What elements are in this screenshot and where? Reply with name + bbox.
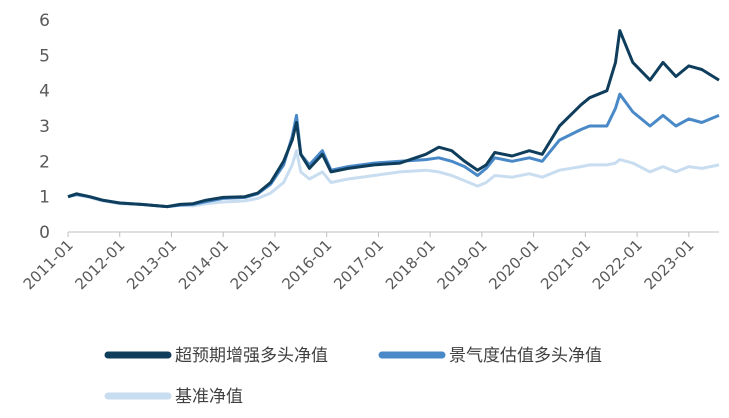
series-line-0 xyxy=(67,29,720,209)
x-tick-label: 2022-01 xyxy=(589,236,646,293)
x-tick-label: 2020-01 xyxy=(485,236,542,293)
x-tick-label: 2019-01 xyxy=(434,236,491,293)
x-tick-label: 2013-01 xyxy=(123,236,180,293)
y-tick-label: 0 xyxy=(39,223,50,243)
x-tick-label: 2017-01 xyxy=(330,236,387,293)
y-axis: 0 1 2 3 4 5 6 xyxy=(39,11,50,243)
x-tick-label: 2012-01 xyxy=(72,236,129,293)
y-tick-label: 6 xyxy=(39,11,50,31)
y-tick-label: 4 xyxy=(39,82,50,102)
x-tick-label: 2015-01 xyxy=(227,236,284,293)
x-tick-label: 2021-01 xyxy=(537,236,594,293)
legend-label-series-1: 景气度估值多头净值 xyxy=(449,346,602,366)
series-line-2 xyxy=(67,149,720,209)
legend: 超预期增强多头净值 景气度估值多头净值 基准净值 xyxy=(104,346,602,407)
y-tick-label: 2 xyxy=(39,152,50,172)
legend-label-series-2: 基准净值 xyxy=(175,387,243,407)
y-tick-label: 3 xyxy=(39,117,50,137)
legend-label-series-0: 超预期增强多头净值 xyxy=(175,346,328,366)
x-axis: 2011-012012-012013-012014-012015-012016-… xyxy=(20,232,698,293)
x-tick-label: 2011-01 xyxy=(20,236,77,293)
x-tick-label: 2018-01 xyxy=(382,236,439,293)
x-tick-label: 2014-01 xyxy=(175,236,232,293)
y-tick-label: 1 xyxy=(39,188,50,208)
series-line-1 xyxy=(67,92,720,209)
x-tick-label: 2016-01 xyxy=(278,236,335,293)
y-tick-label: 5 xyxy=(39,46,50,66)
series-layer xyxy=(67,29,720,209)
x-tick-label: 2023-01 xyxy=(641,236,698,293)
